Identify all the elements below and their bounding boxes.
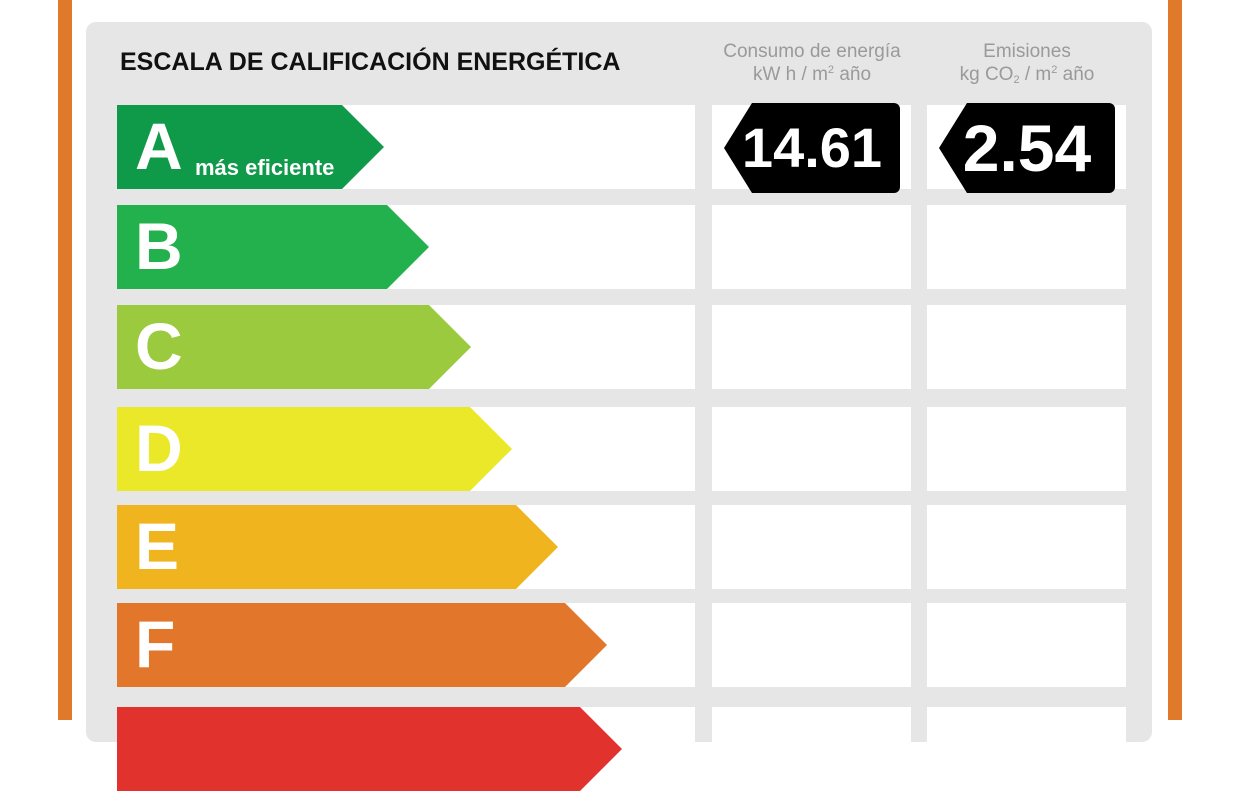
emisiones-header-line2: kg CO2 / m2 año: [927, 63, 1127, 86]
consumo-cell: [712, 603, 911, 687]
emisiones-cell: [927, 407, 1126, 491]
emisiones-header-line1: Emisiones: [983, 41, 1071, 62]
rating-letter: D: [135, 411, 183, 485]
emisiones-cell: [927, 305, 1126, 389]
consumo-cell: [712, 205, 911, 289]
emisiones-cell: [927, 205, 1126, 289]
rating-arrow: F: [117, 603, 607, 687]
consumo-value-badge: 14.61: [724, 103, 900, 193]
rating-arrow: C: [117, 305, 471, 389]
rating-arrow: D: [117, 407, 512, 491]
frame-border-left: [58, 0, 72, 720]
rating-letter: E: [135, 509, 180, 583]
consumo-header-line2: kW h / m2 año: [712, 63, 912, 86]
emisiones-unit-sup: 2: [1051, 64, 1058, 76]
emisiones-unit-mid: / m: [1019, 64, 1052, 85]
rating-letter: B: [135, 209, 183, 283]
consumo-cell: [712, 505, 911, 589]
emisiones-unit-post: año: [1057, 64, 1095, 85]
consumo-unit-post: año: [834, 64, 872, 85]
rating-letter: F: [135, 607, 176, 681]
consumo-cell: [712, 407, 911, 491]
rating-letter: A: [135, 109, 183, 183]
rating-letter: C: [135, 309, 183, 383]
frame-border-right: [1168, 0, 1182, 720]
emisiones-unit-sub: 2: [1013, 74, 1020, 86]
rating-arrow: E: [117, 505, 558, 589]
column-header-consumo: Consumo de energía kW h / m2 año: [712, 40, 912, 86]
rating-arrow: B: [117, 205, 429, 289]
emisiones-cell: [927, 603, 1126, 687]
rating-label: más eficiente: [195, 155, 335, 180]
consumo-unit-sup: 2: [827, 64, 835, 76]
consumo-unit-pre: kW h / m: [752, 64, 828, 85]
column-header-emisiones: Emisiones kg CO2 / m2 año: [927, 40, 1127, 86]
emisiones-unit-pre: kg CO: [959, 64, 1014, 85]
page-title: ESCALA DE CALIFICACIÓN ENERGÉTICA: [120, 48, 621, 76]
emisiones-cell: [927, 505, 1126, 589]
consumo-cell: [712, 305, 911, 389]
consumo-header-line1: Consumo de energía: [723, 41, 901, 62]
emisiones-value-badge: 2.54: [939, 103, 1115, 193]
